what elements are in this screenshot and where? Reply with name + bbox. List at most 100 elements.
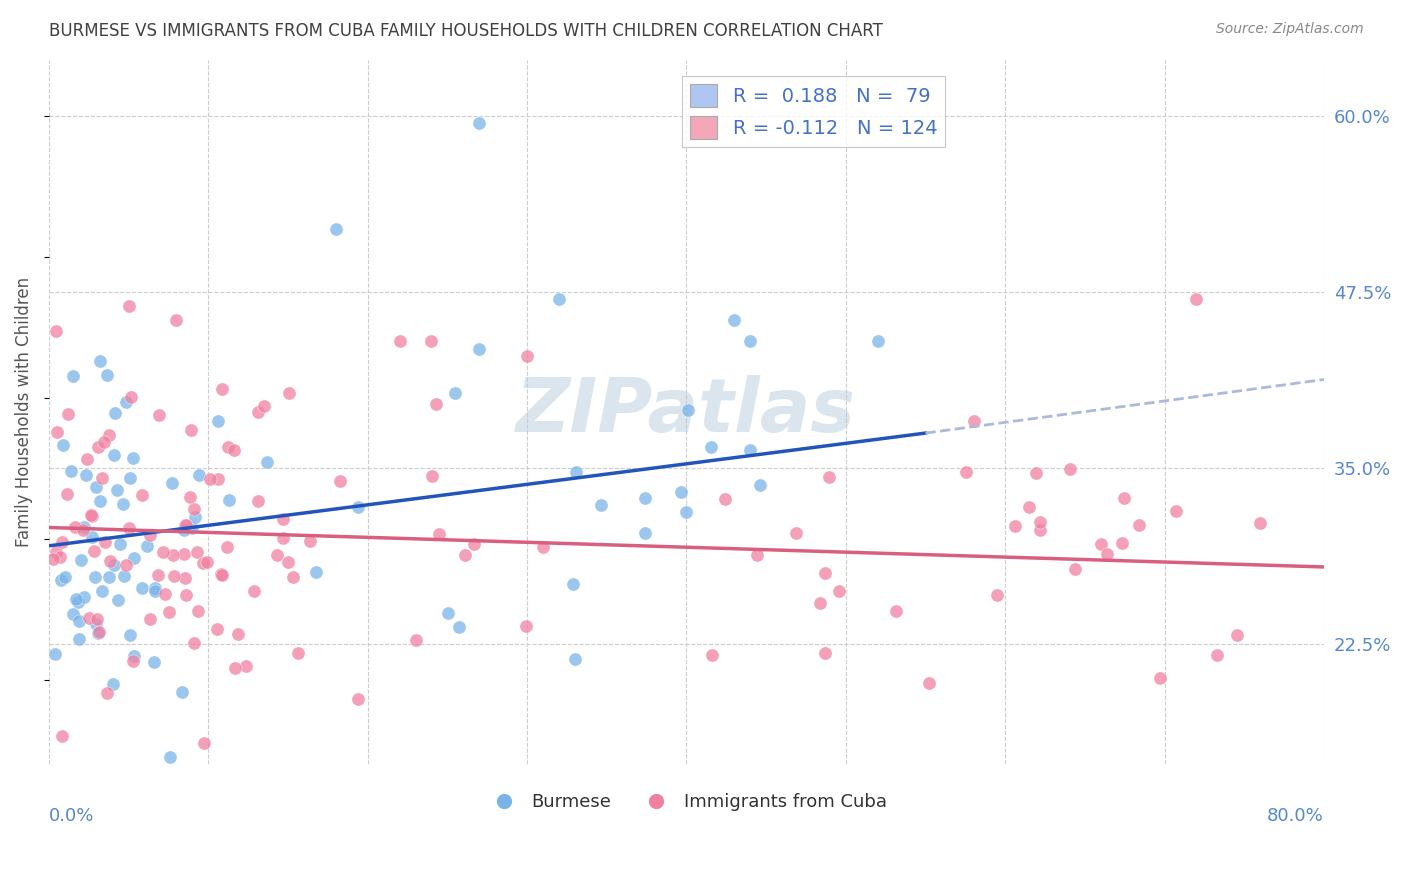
Point bbox=[548, 292, 571, 306]
Point bbox=[84, 570, 107, 584]
Point bbox=[166, 313, 188, 327]
Point bbox=[155, 586, 177, 600]
Point bbox=[122, 654, 145, 668]
Point bbox=[207, 413, 229, 427]
Point bbox=[325, 221, 347, 235]
Point bbox=[45, 544, 67, 558]
Point bbox=[463, 536, 485, 550]
Point bbox=[96, 685, 118, 699]
Point bbox=[1028, 516, 1050, 530]
Point bbox=[1090, 537, 1112, 551]
Point bbox=[93, 434, 115, 449]
Point bbox=[152, 545, 174, 559]
Point bbox=[145, 584, 167, 599]
Point bbox=[1059, 462, 1081, 476]
Point bbox=[107, 593, 129, 607]
Point bbox=[98, 554, 121, 568]
Point bbox=[89, 354, 111, 368]
Point bbox=[1029, 523, 1052, 537]
Point bbox=[247, 405, 270, 419]
Point bbox=[112, 569, 135, 583]
Point bbox=[198, 472, 221, 486]
Point bbox=[1249, 516, 1271, 530]
Point bbox=[256, 455, 278, 469]
Point bbox=[55, 487, 77, 501]
Point bbox=[515, 618, 537, 632]
Point bbox=[122, 550, 145, 565]
Point bbox=[89, 494, 111, 508]
Point bbox=[103, 558, 125, 573]
Point bbox=[97, 428, 120, 442]
Point bbox=[454, 548, 477, 562]
Point bbox=[131, 488, 153, 502]
Point bbox=[1164, 504, 1187, 518]
Point bbox=[814, 647, 837, 661]
Point bbox=[740, 334, 762, 349]
Point bbox=[148, 408, 170, 422]
Point bbox=[468, 116, 491, 130]
Point bbox=[45, 324, 67, 338]
Point bbox=[115, 558, 138, 573]
Text: Source: ZipAtlas.com: Source: ZipAtlas.com bbox=[1216, 22, 1364, 37]
Point bbox=[51, 573, 73, 587]
Point bbox=[955, 466, 977, 480]
Point bbox=[329, 475, 352, 489]
Point bbox=[723, 313, 745, 327]
Point bbox=[67, 632, 90, 647]
Point bbox=[157, 605, 180, 619]
Point bbox=[120, 628, 142, 642]
Point bbox=[808, 596, 831, 610]
Point bbox=[42, 551, 65, 566]
Point bbox=[211, 382, 233, 396]
Point bbox=[90, 583, 112, 598]
Point bbox=[183, 636, 205, 650]
Point bbox=[420, 334, 443, 349]
Point bbox=[281, 570, 304, 584]
Point bbox=[747, 548, 769, 562]
Point bbox=[1004, 519, 1026, 533]
Point bbox=[209, 567, 232, 582]
Point bbox=[146, 568, 169, 582]
Point bbox=[700, 441, 723, 455]
Legend: Burmese, Immigrants from Cuba: Burmese, Immigrants from Cuba bbox=[479, 786, 894, 819]
Point bbox=[87, 626, 110, 640]
Point bbox=[83, 544, 105, 558]
Point bbox=[253, 399, 276, 413]
Point bbox=[188, 467, 211, 482]
Point bbox=[69, 553, 91, 567]
Point bbox=[425, 397, 447, 411]
Point bbox=[170, 684, 193, 698]
Point bbox=[124, 648, 146, 663]
Point bbox=[160, 475, 183, 490]
Point bbox=[159, 750, 181, 764]
Point bbox=[287, 646, 309, 660]
Point bbox=[1149, 671, 1171, 685]
Point bbox=[1111, 535, 1133, 549]
Point bbox=[713, 491, 735, 506]
Point bbox=[197, 556, 219, 570]
Point bbox=[299, 533, 322, 548]
Point bbox=[77, 610, 100, 624]
Point bbox=[173, 547, 195, 561]
Point bbox=[918, 676, 941, 690]
Point bbox=[51, 729, 73, 743]
Point bbox=[115, 394, 138, 409]
Point bbox=[183, 510, 205, 524]
Point bbox=[62, 607, 84, 621]
Text: 80.0%: 80.0% bbox=[1267, 806, 1324, 824]
Point bbox=[531, 540, 554, 554]
Point bbox=[49, 550, 72, 565]
Point bbox=[427, 527, 450, 541]
Point bbox=[104, 406, 127, 420]
Point bbox=[131, 581, 153, 595]
Point bbox=[73, 520, 96, 534]
Point bbox=[884, 604, 907, 618]
Point bbox=[222, 443, 245, 458]
Point bbox=[173, 518, 195, 533]
Point bbox=[700, 648, 723, 663]
Point bbox=[589, 499, 612, 513]
Point bbox=[180, 521, 202, 535]
Point bbox=[468, 342, 491, 356]
Point bbox=[676, 403, 699, 417]
Point bbox=[73, 590, 96, 604]
